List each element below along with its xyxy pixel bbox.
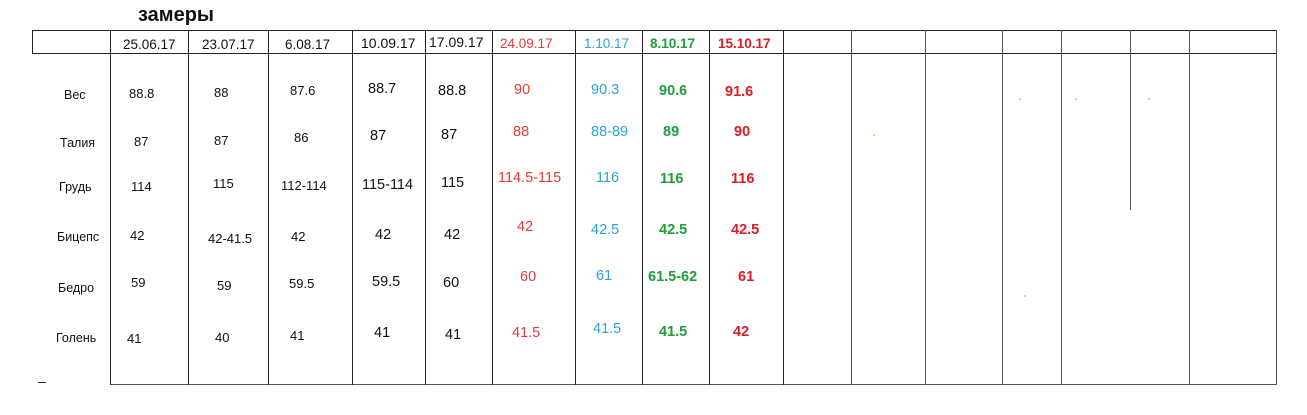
- value-cell: 87: [134, 134, 149, 149]
- value-cell: 60: [443, 275, 460, 291]
- grid-line-header: [32, 53, 1276, 54]
- grid-col-line: [575, 30, 576, 385]
- value-cell: 42: [130, 228, 145, 243]
- grid-line-top: [32, 30, 1276, 31]
- date-header: 17.09.17: [429, 34, 484, 50]
- value-cell: 61: [596, 268, 613, 284]
- value-cell: 90: [734, 124, 751, 140]
- value-cell: 90.3: [591, 82, 620, 98]
- speck: [1148, 98, 1150, 100]
- value-cell: 114: [131, 179, 152, 194]
- date-header: 15.10.17: [718, 36, 771, 51]
- value-cell: 112-114: [281, 178, 327, 193]
- date-header: 25.06.17: [123, 37, 176, 52]
- grid-col-line: [268, 30, 269, 385]
- grid-col-line: [851, 30, 852, 385]
- value-cell: 42: [517, 219, 534, 235]
- speck: [1019, 98, 1021, 100]
- value-cell: 88: [214, 85, 229, 100]
- value-cell: 40: [215, 330, 230, 345]
- grid-col-line: [1130, 30, 1131, 210]
- grid-col-line: [110, 30, 111, 385]
- date-header: 23.07.17: [202, 37, 255, 52]
- value-cell: 42-41.5: [208, 231, 253, 246]
- grid-col-line: [783, 30, 784, 385]
- value-cell: 61: [738, 269, 755, 285]
- grid-col-line: [1002, 30, 1003, 385]
- grid-col-line: [642, 30, 643, 385]
- value-cell: 87: [214, 133, 229, 148]
- row-label-shin: Голень: [56, 331, 97, 345]
- value-cell: 59.5: [372, 274, 401, 290]
- date-header: 1.10.17: [584, 36, 630, 51]
- grid-tick: [38, 382, 46, 383]
- row-label-biceps: Бицепс: [57, 230, 100, 244]
- value-cell: 42.5: [591, 222, 620, 238]
- value-cell: 41.5: [593, 321, 622, 337]
- value-cell: 41: [290, 328, 305, 343]
- value-cell: 87: [441, 127, 458, 143]
- grid-col-line: [1189, 30, 1190, 385]
- value-cell: 41.5: [512, 325, 541, 341]
- value-cell: 115: [441, 175, 465, 191]
- grid-line-bottom: [110, 384, 1276, 385]
- value-cell: 90: [514, 82, 531, 98]
- value-cell: 91.6: [725, 84, 754, 100]
- speck: [873, 134, 875, 136]
- value-cell: 59.5: [289, 276, 315, 291]
- date-header: 8.10.17: [650, 36, 696, 51]
- value-cell: 60: [520, 269, 537, 285]
- grid-col-line: [925, 30, 926, 385]
- row-label-chest: Грудь: [59, 180, 92, 194]
- value-cell: 115-114: [362, 177, 414, 193]
- value-cell: 115: [213, 176, 234, 191]
- date-header: 6.08.17: [285, 37, 331, 52]
- value-cell: 41: [127, 331, 142, 346]
- value-cell: 42: [733, 324, 750, 340]
- value-cell: 116: [660, 171, 684, 187]
- value-cell: 87.6: [290, 83, 316, 98]
- value-cell: 116: [731, 171, 755, 187]
- value-cell: 86: [294, 130, 309, 145]
- value-cell: 88.7: [368, 81, 397, 97]
- value-cell: 88: [513, 124, 530, 140]
- grid-col-line: [352, 30, 353, 385]
- grid-col-line: [492, 30, 493, 385]
- value-cell: 114.5-115: [498, 170, 562, 186]
- value-cell: 88.8: [438, 83, 467, 99]
- value-cell: 61.5-62: [648, 269, 698, 285]
- date-header: 10.09.17: [361, 35, 416, 51]
- value-cell: 41: [445, 327, 462, 343]
- value-cell: 42.5: [659, 222, 688, 238]
- grid-col-line: [709, 30, 710, 385]
- value-cell: 88.8: [129, 86, 155, 101]
- grid-col-line: [425, 30, 426, 385]
- value-cell: 42: [291, 229, 306, 244]
- value-cell: 87: [370, 128, 387, 144]
- row-label-thigh: Бедро: [58, 281, 95, 295]
- value-cell: 59: [131, 275, 146, 290]
- row-label-weight: Вес: [64, 88, 86, 102]
- grid-col-line: [1276, 30, 1277, 385]
- value-cell: 59: [217, 278, 232, 293]
- date-header: 24.09.17: [500, 36, 553, 51]
- value-cell: 41: [374, 325, 391, 341]
- sheet-title: замеры: [138, 4, 215, 26]
- grid-col-line: [1061, 30, 1062, 385]
- value-cell: 42.5: [731, 222, 760, 238]
- grid-col-line: [32, 30, 33, 54]
- row-label-waist: Талия: [60, 136, 96, 150]
- value-cell: 90.6: [659, 83, 688, 99]
- grid-col-line: [188, 30, 189, 385]
- speck: [1024, 295, 1026, 297]
- value-cell: 42: [375, 227, 392, 243]
- value-cell: 116: [596, 170, 620, 186]
- value-cell: 88-89: [591, 124, 629, 140]
- value-cell: 41.5: [659, 324, 688, 340]
- value-cell: 89: [663, 124, 680, 140]
- speck: [1075, 98, 1077, 100]
- value-cell: 42: [444, 227, 461, 243]
